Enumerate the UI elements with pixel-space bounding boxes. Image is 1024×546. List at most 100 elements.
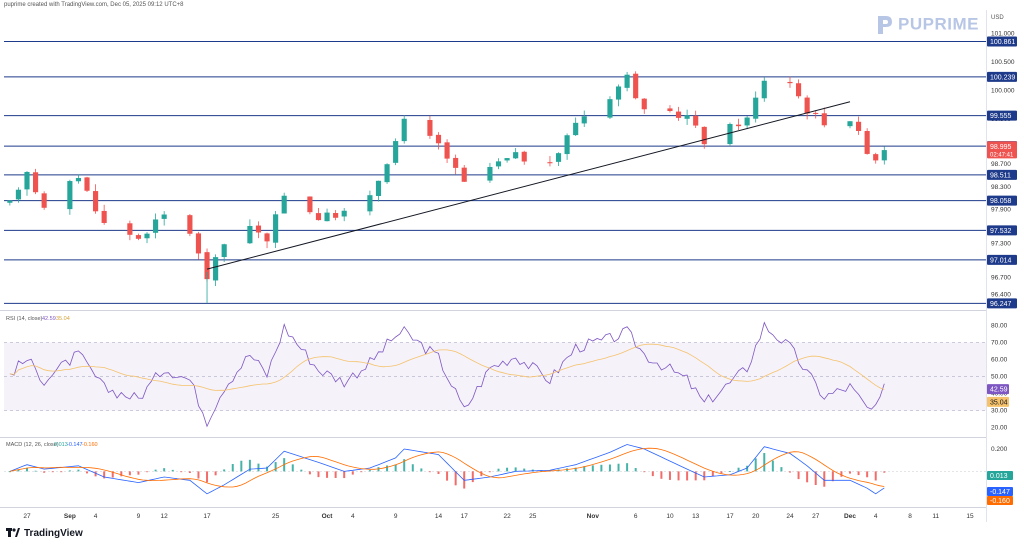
level-price-label: 100.239	[990, 74, 1015, 81]
tradingview-mark-icon	[6, 528, 20, 538]
candle-body	[375, 180, 382, 196]
candle-body	[393, 141, 399, 163]
candle-body	[195, 233, 202, 254]
x-tick-label: 25	[529, 513, 537, 520]
macd-histogram-bar	[780, 467, 783, 472]
brand-emblem-icon	[878, 16, 892, 34]
candle-body	[547, 162, 553, 164]
candle-body	[555, 153, 562, 162]
x-tick-label: 17	[203, 513, 211, 520]
tradingview-logo-text: TradingView	[24, 528, 83, 539]
rsi-ma-line	[9, 343, 885, 391]
brand-logo: PUPRIME	[876, 14, 979, 36]
x-tick-label: 15	[966, 513, 974, 520]
level-price-label: 97.532	[990, 228, 1012, 235]
candle-body	[856, 121, 862, 131]
candle-body	[281, 195, 287, 214]
last-price-label: 98.995	[990, 144, 1012, 151]
macd-histogram-bar	[831, 471, 834, 482]
macd-histogram-bar	[823, 471, 826, 487]
rsi-legend-title: RSI (14, close)	[6, 316, 43, 322]
brand-logo-text: PUPRIME	[898, 14, 979, 34]
candle-body	[435, 134, 442, 144]
macd-signal-legend-value: -0.160	[82, 442, 98, 448]
candle-body	[135, 235, 142, 239]
level-price-tag	[987, 254, 1017, 265]
candle-body	[273, 214, 279, 243]
x-tick-label: 24	[786, 513, 794, 520]
candle-body	[753, 97, 759, 119]
candle-body	[221, 244, 227, 258]
macd-histogram-bar	[788, 471, 791, 473]
macd-histogram-bar	[26, 468, 28, 472]
level-price-tag	[987, 169, 1017, 180]
macd-tick-label: 0.200	[991, 446, 1008, 453]
macd-histogram-bar	[326, 471, 329, 478]
level-price-label: 98.058	[990, 198, 1012, 205]
rsi-value-label: 42.59	[990, 387, 1008, 394]
candle-body	[15, 189, 21, 200]
last-price-countdown: 02:47:41	[990, 152, 1014, 158]
macd-histogram-bar	[266, 466, 269, 472]
macd-histogram-bar	[720, 471, 723, 474]
macd-histogram-bar	[111, 471, 114, 478]
macd-value-label: -0.160	[990, 498, 1010, 505]
rsi-tick-label: 20.00	[991, 425, 1008, 432]
candle-body	[24, 171, 30, 190]
macd-histogram-bar	[617, 463, 620, 472]
candle-body	[75, 178, 82, 182]
candle-body	[787, 81, 793, 84]
x-tick-label: 9	[137, 513, 141, 520]
candle-body	[744, 117, 750, 126]
price-tick-label: 98.300	[991, 184, 1011, 191]
macd-histogram-bar	[420, 468, 423, 472]
candle-body	[504, 158, 510, 161]
macd-histogram-bar	[274, 462, 277, 472]
candle-body	[453, 157, 459, 168]
candle-body	[821, 113, 827, 126]
rsi-tick-label: 30.00	[991, 408, 1008, 415]
macd-histogram-bar	[51, 471, 54, 473]
macd-histogram-bar	[120, 471, 123, 477]
macd-histogram-bar	[403, 459, 406, 472]
candle-body	[247, 226, 253, 244]
candle-body	[264, 233, 270, 242]
macd-histogram-bar	[874, 471, 877, 481]
macd-histogram-bar	[454, 471, 457, 486]
macd-histogram-bar	[231, 464, 234, 472]
macd-histogram-bar	[214, 471, 217, 476]
macd-line	[9, 444, 885, 495]
price-tick-label: 100.500	[991, 59, 1015, 66]
candle-body	[333, 213, 339, 218]
macd-value-label: -0.147	[990, 489, 1010, 496]
macd-histogram-bar	[300, 469, 303, 472]
candle-body	[495, 161, 502, 167]
x-tick-label: Oct	[322, 513, 334, 520]
candle-body	[513, 152, 519, 159]
level-price-tag	[987, 110, 1017, 121]
macd-value-tag	[987, 496, 1013, 505]
macd-histogram-bar	[849, 471, 851, 474]
tradingview-logo[interactable]: TradingView	[6, 528, 83, 539]
price-tick-label: 97.300	[991, 241, 1011, 248]
macd-histogram-bar	[728, 471, 731, 472]
x-tick-label: 12	[161, 513, 169, 520]
macd-histogram-bar	[583, 466, 586, 472]
macd-histogram-bar	[626, 463, 629, 472]
macd-histogram-bar	[746, 465, 749, 472]
candle-body	[864, 131, 870, 154]
candle-body	[701, 126, 707, 145]
level-price-label: 97.014	[990, 257, 1012, 264]
candle-body	[727, 123, 733, 145]
candle-body	[521, 151, 527, 162]
candle-body	[84, 177, 90, 191]
x-tick-label: 9	[394, 513, 398, 520]
macd-histogram-bar	[103, 471, 106, 479]
macd-histogram-bar	[360, 471, 363, 473]
macd-histogram-bar	[188, 471, 191, 474]
candle-body	[93, 191, 99, 212]
macd-histogram-bar	[668, 471, 671, 480]
level-price-label: 98.511	[990, 172, 1011, 179]
macd-histogram-bar	[428, 471, 431, 473]
